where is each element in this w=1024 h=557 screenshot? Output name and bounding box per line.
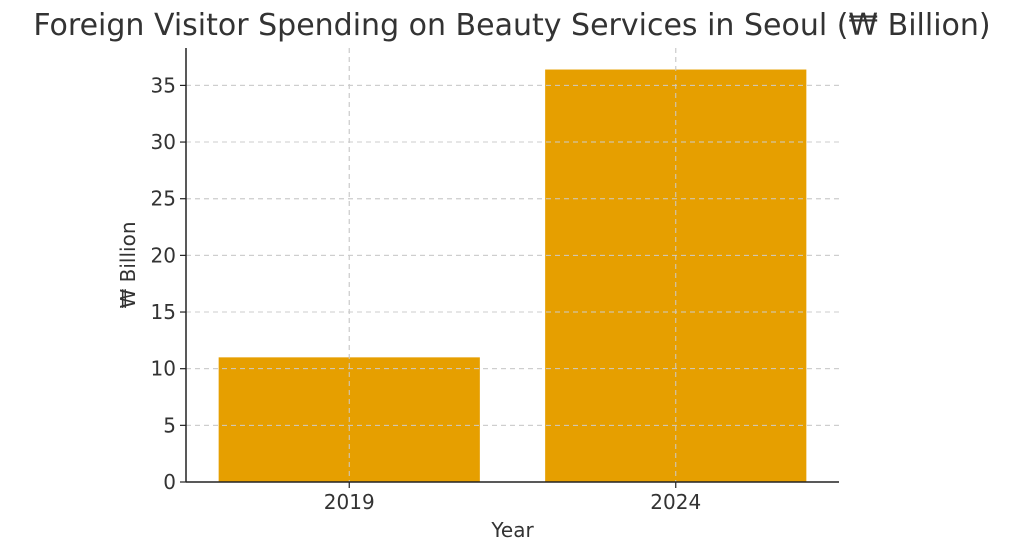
x-tick-label: 2024 xyxy=(650,490,701,514)
y-tick-label: 35 xyxy=(151,73,176,97)
y-tick-label: 10 xyxy=(151,357,176,381)
y-tick-label: 5 xyxy=(163,413,176,437)
y-axis-label: ₩ Billion xyxy=(116,222,140,309)
y-tick-label: 25 xyxy=(151,187,176,211)
x-tick-label: 2019 xyxy=(324,490,375,514)
grid-lines-overlay xyxy=(186,48,839,483)
chart-title: Foreign Visitor Spending on Beauty Servi… xyxy=(33,8,991,43)
y-tick-label: 0 xyxy=(163,470,176,494)
bars xyxy=(218,69,807,482)
y-tick-label: 20 xyxy=(151,243,176,267)
x-ticks: 2019 2024 xyxy=(324,482,701,514)
axes xyxy=(185,48,839,483)
y-tick-label: 15 xyxy=(151,300,176,324)
y-ticks: 0 5 10 15 20 25 30 35 xyxy=(151,73,186,494)
y-tick-label: 30 xyxy=(151,130,176,154)
x-axis-label: Year xyxy=(490,518,534,542)
